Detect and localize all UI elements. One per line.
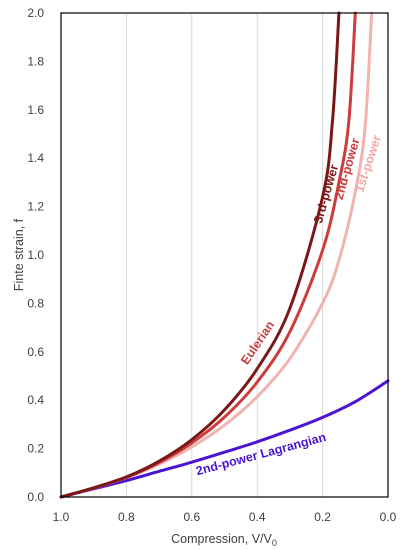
series-layer bbox=[59, 11, 390, 499]
y-tick-label: 1.6 bbox=[27, 103, 44, 117]
y-tick-label: 0.2 bbox=[27, 442, 44, 456]
series-line-2nd-power-lagrangian bbox=[59, 379, 390, 499]
y-axis-title: Finte strain, f bbox=[12, 218, 26, 291]
y-tick-label: 0.8 bbox=[27, 296, 44, 310]
x-tick-label: 0.2 bbox=[314, 510, 331, 524]
y-axis-tick-labels: 0.0 0.2 0.4 0.6 0.8 1.0 1.2 1.4 1.6 1.8 2.0 bbox=[27, 6, 44, 504]
y-tick-label: 0.6 bbox=[27, 345, 44, 359]
y-tick-label: 1.8 bbox=[27, 54, 44, 68]
y-tick-label: 1.0 bbox=[27, 248, 44, 262]
x-axis-tick-labels: 1.0 0.8 0.6 0.4 0.2 0.0 bbox=[53, 510, 397, 524]
x-tick-label: 1.0 bbox=[53, 510, 70, 524]
x-axis-title-subscript: 0 bbox=[272, 538, 277, 548]
x-axis-title-main: Compression, V/V bbox=[171, 532, 272, 546]
y-tick-label: 2.0 bbox=[27, 6, 44, 20]
series-line-3rd-power bbox=[59, 11, 341, 499]
x-axis-title: Compression, V/V0 bbox=[171, 532, 277, 548]
x-tick-label: 0.6 bbox=[183, 510, 200, 524]
y-tick-label: 1.4 bbox=[27, 151, 44, 165]
x-tick-label: 0.4 bbox=[249, 510, 266, 524]
plot-area-frame bbox=[60, 12, 389, 498]
y-tick-label: 0.0 bbox=[27, 490, 44, 504]
x-tick-label: 0.0 bbox=[380, 510, 397, 524]
x-tick-label: 0.8 bbox=[118, 510, 135, 524]
y-tick-label: 1.2 bbox=[27, 200, 44, 214]
y-tick-label: 0.4 bbox=[27, 393, 44, 407]
